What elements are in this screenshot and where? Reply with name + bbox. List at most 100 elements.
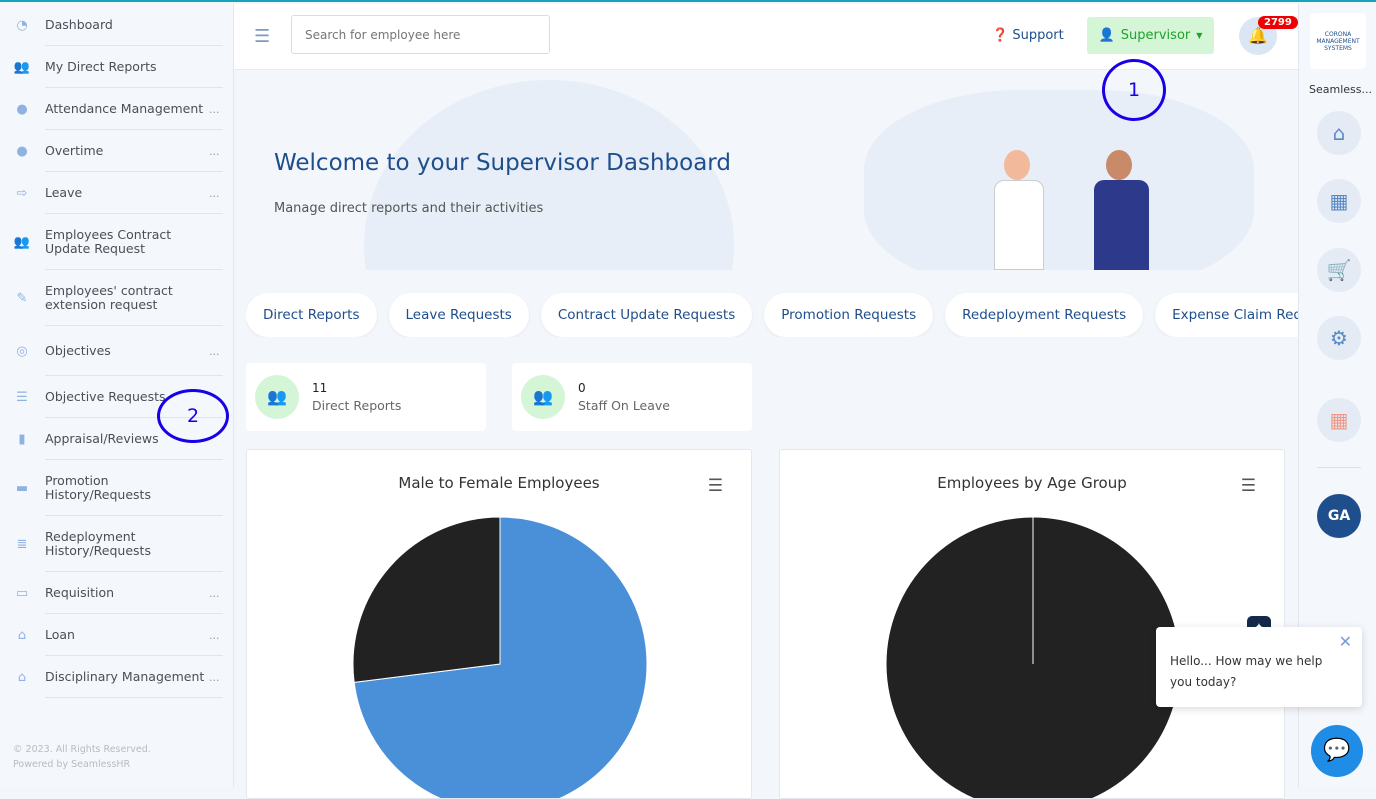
sidebar-item[interactable]: ▮ Appraisal/Reviews: [0, 418, 233, 460]
sidebar-item[interactable]: ⌂ Disciplinary Management...: [0, 656, 233, 698]
bank-icon: ⌂: [17, 669, 27, 685]
cart-icon: 🛒: [1326, 258, 1352, 282]
sidebar-item[interactable]: ▬ Promotion History/Requests: [0, 460, 233, 516]
annotation-1: 1: [1102, 59, 1166, 121]
dashboard-icon: ◔: [16, 17, 28, 33]
briefcase-icon: ▬: [15, 480, 29, 496]
list-check-icon: ☰: [16, 389, 28, 405]
stat-value: 0: [578, 381, 586, 395]
sidebar-item[interactable]: ☰ Objective Requests: [0, 376, 233, 418]
sidebar-item[interactable]: ⇨ Leave...: [0, 172, 233, 214]
sidebar-item-label: My Direct Reports: [45, 59, 157, 74]
more-icon[interactable]: ...: [209, 586, 220, 600]
stat-label: Direct Reports: [312, 398, 402, 413]
chart-menu-icon[interactable]: ☰: [1240, 476, 1256, 496]
users-icon: 👥: [255, 375, 299, 419]
tab[interactable]: Leave Requests: [388, 293, 529, 337]
menu-icon[interactable]: ☰: [254, 26, 271, 47]
sidebar-item[interactable]: ● Overtime...: [0, 130, 233, 172]
sidebar-item[interactable]: ≣ Redeployment History/Requests: [0, 516, 233, 572]
tab[interactable]: Direct Reports: [246, 293, 377, 337]
pie-slice[interactable]: [352, 516, 501, 683]
tab[interactable]: Contract Update Requests: [540, 293, 753, 337]
color-grid-icon: ▦: [1329, 408, 1349, 432]
sidebar-item[interactable]: 👥 My Direct Reports: [0, 46, 233, 88]
bank-icon: ⌂: [17, 627, 27, 643]
quick-tabs: Direct Reports Leave Requests Contract Upd…: [246, 293, 1298, 337]
sidebar-item-label: Attendance Management: [45, 101, 204, 116]
page-title: Welcome to your Supervisor Dashboard: [274, 150, 731, 176]
divider: [1317, 467, 1361, 468]
bell-icon: 🔔: [1248, 26, 1268, 45]
avatar[interactable]: GA: [1317, 494, 1361, 538]
chat-launcher-button[interactable]: 💬: [1311, 725, 1363, 777]
sidebar-item-label: Appraisal/Reviews: [45, 431, 159, 446]
more-icon[interactable]: ...: [209, 670, 220, 684]
settings-button[interactable]: ⚙: [1317, 316, 1361, 360]
chart-menu-icon[interactable]: ☰: [707, 476, 723, 496]
question-icon: ❓: [992, 28, 1009, 43]
sidebar-item[interactable]: ✎ Employees' contract extension request: [0, 270, 233, 326]
chart-title: Male to Female Employees: [398, 474, 600, 492]
pie-slice[interactable]: [353, 516, 648, 799]
book-icon: ▮: [18, 431, 26, 447]
sidebar-item[interactable]: ◔ Dashboard: [0, 4, 233, 46]
sidebar-item-label: Disciplinary Management: [45, 669, 205, 684]
close-icon[interactable]: ✕: [1338, 632, 1352, 651]
stat-value: 11: [312, 381, 328, 395]
home-button[interactable]: ⌂: [1317, 111, 1361, 155]
more-icon[interactable]: ...: [209, 102, 220, 116]
support-label: Support: [1012, 28, 1064, 43]
sidebar-item[interactable]: 👥 Employees Contract Update Request: [0, 214, 233, 270]
page-subtitle: Manage direct reports and their activiti…: [274, 201, 544, 216]
tab[interactable]: Expense Claim Requisition: [1155, 293, 1298, 337]
sidebar-item-label: Dashboard: [45, 17, 113, 32]
bg-shape: [864, 90, 1254, 270]
search-input[interactable]: [291, 15, 550, 54]
grid-icon: ▦: [1329, 189, 1349, 213]
chat-message: Hello... How may we help you today?: [1170, 654, 1323, 689]
chart-card-age: Employees by Age Group ☰: [779, 449, 1285, 799]
pie-chart: [885, 516, 1181, 798]
sidebar-item[interactable]: ◎ Objectives...: [0, 326, 233, 376]
more-icon[interactable]: ...: [209, 186, 220, 200]
home-icon: ⌂: [1332, 121, 1346, 145]
support-link[interactable]: ❓ Support: [992, 28, 1064, 43]
stat-staff-on-leave[interactable]: 👥 0 Staff On Leave: [512, 363, 752, 431]
sidebar-item[interactable]: ▭ Requisition...: [0, 572, 233, 614]
clock-icon: ●: [16, 101, 28, 117]
sidebar-item-label: Leave: [45, 185, 83, 200]
more-icon[interactable]: ...: [209, 344, 220, 358]
org-logo[interactable]: CORONA MANAGEMENT SYSTEMS: [1310, 13, 1366, 69]
org-name: Seamless...: [1309, 83, 1372, 96]
users-icon: 👥: [13, 234, 31, 250]
topbar: ☰ ❓ Support 👤 Supervisor ▼ 🔔 2799: [234, 4, 1298, 70]
cart-button[interactable]: 🛒: [1317, 248, 1361, 292]
tab[interactable]: Redeployment Requests: [945, 293, 1144, 337]
more-icon[interactable]: ...: [209, 628, 220, 642]
sidebar-item-label: Employees Contract Update Request: [45, 227, 172, 256]
sidebar-item[interactable]: ● Attendance Management...: [0, 88, 233, 130]
sidebar-item[interactable]: ⌂ Loan...: [0, 614, 233, 656]
modules-button[interactable]: ▦: [1317, 398, 1361, 442]
tab[interactable]: Promotion Requests: [764, 293, 934, 337]
sidebar-item-label: Overtime: [45, 143, 104, 158]
clock-icon: ●: [16, 143, 28, 159]
edit-icon: ✎: [16, 290, 28, 306]
user-icon: 👤: [1098, 28, 1115, 43]
sidebar-item-label: Objective Requests: [45, 389, 166, 404]
chart-card-gender: Male to Female Employees ☰: [246, 449, 752, 799]
copyright: © 2023. All Rights Reserved.: [13, 744, 151, 755]
chart-title: Employees by Age Group: [937, 474, 1127, 492]
apps-button[interactable]: ▦: [1317, 179, 1361, 223]
role-dropdown[interactable]: 👤 Supervisor ▼: [1087, 17, 1214, 54]
chat-popup: ✕ Hello... How may we help you today?: [1156, 627, 1362, 707]
sign-out-icon: ⇨: [16, 185, 28, 201]
sidebar-item-label: Redeployment History/Requests: [45, 529, 151, 558]
target-icon: ◎: [16, 343, 28, 359]
sidebar-item-label: Loan: [45, 627, 75, 642]
notification-badge: 2799: [1258, 16, 1298, 29]
sidebar-item-label: Promotion History/Requests: [45, 473, 151, 502]
stat-direct-reports[interactable]: 👥 11 Direct Reports: [246, 363, 486, 431]
more-icon[interactable]: ...: [209, 144, 220, 158]
